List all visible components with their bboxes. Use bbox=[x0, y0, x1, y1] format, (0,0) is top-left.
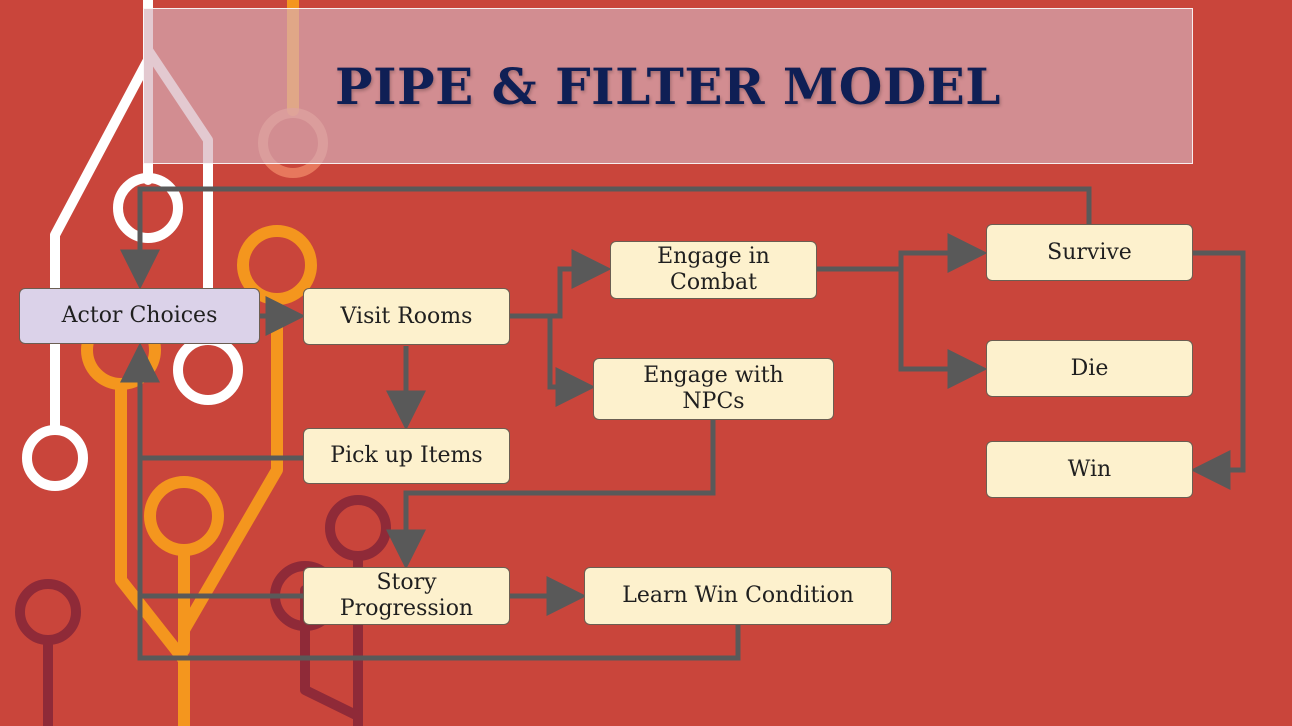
arrow-combat-to-die bbox=[898, 269, 988, 389]
node-actor-choices: Actor Choices bbox=[19, 288, 260, 344]
arrow-survive-to-win bbox=[1190, 250, 1246, 490]
node-learn-win-condition: Learn Win Condition bbox=[584, 567, 892, 625]
node-visit-rooms: Visit Rooms bbox=[303, 288, 510, 345]
node-win: Win bbox=[986, 441, 1193, 498]
node-pick-up-items: Pick up Items bbox=[303, 428, 510, 484]
page-title: PIPE & FILTER MODEL bbox=[335, 56, 1001, 116]
arrow-visit-to-npcs bbox=[510, 313, 596, 407]
node-engage-with-npcs: Engage with NPCs bbox=[593, 358, 834, 420]
arrow-combat-to-survive bbox=[817, 233, 988, 273]
node-survive: Survive bbox=[986, 224, 1193, 281]
arrow-visit-to-combat bbox=[510, 249, 612, 319]
node-die: Die bbox=[986, 340, 1193, 397]
arrow-survive-to-actor bbox=[120, 186, 1092, 290]
node-engage-in-combat: Engage in Combat bbox=[610, 241, 817, 299]
title-banner: PIPE & FILTER MODEL bbox=[143, 8, 1193, 164]
arrow-npcs-to-story bbox=[386, 420, 716, 570]
node-story-progression: Story Progression bbox=[303, 567, 510, 625]
arrow-learn-to-actor bbox=[120, 342, 741, 661]
